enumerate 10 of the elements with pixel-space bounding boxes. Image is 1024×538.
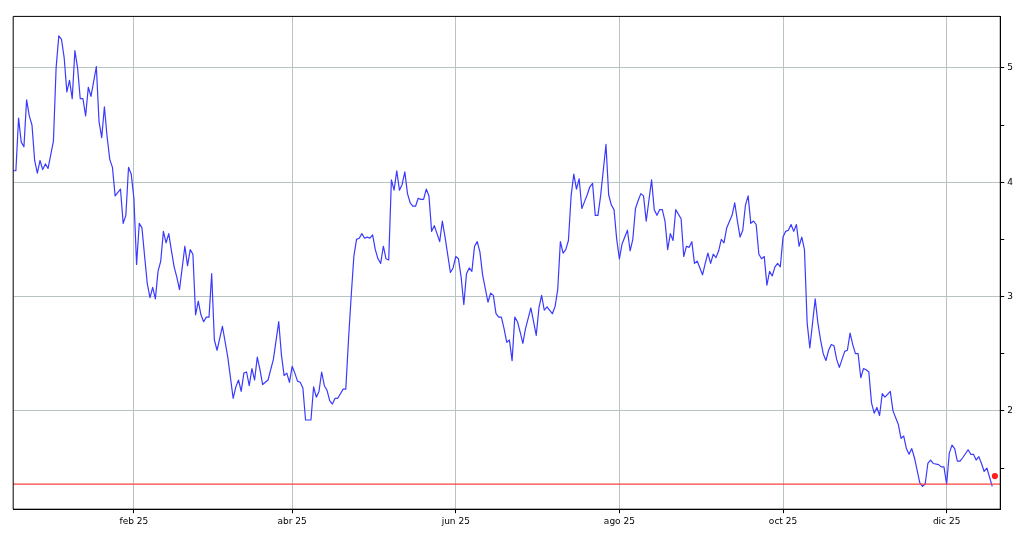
- x-tick-label: dic 25: [932, 515, 961, 526]
- y-tick-label: 5: [1007, 62, 1014, 73]
- x-tick-label: ago 25: [603, 515, 635, 526]
- x-tick-label: abr 25: [277, 515, 307, 526]
- x-tick-label: jun 25: [440, 515, 470, 526]
- y-tick-label: 4: [1007, 176, 1014, 187]
- x-tick-label: feb 25: [119, 515, 149, 526]
- y-tick-label: 2: [1007, 405, 1014, 416]
- x-tick-label: oct 25: [768, 515, 798, 526]
- y-tick-label: 3: [1007, 290, 1014, 301]
